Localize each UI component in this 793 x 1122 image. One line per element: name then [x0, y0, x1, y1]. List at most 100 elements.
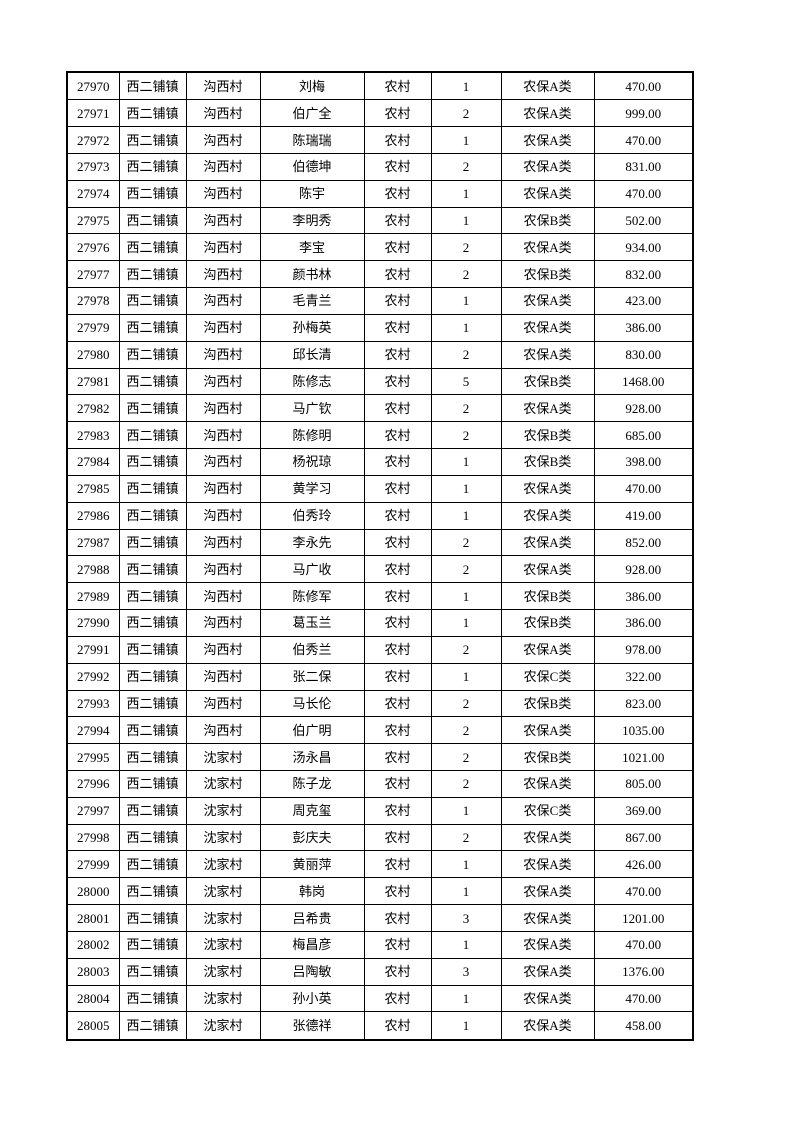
cell-residence: 农村	[363, 233, 432, 262]
table-row: 27992 西二铺镇 沟西村 张二保 农村 1 农保C类 322.00	[66, 662, 694, 691]
cell-amount: 685.00	[593, 421, 694, 450]
cell-amount: 1468.00	[593, 367, 694, 396]
cell-category: 农保B类	[500, 260, 595, 289]
cell-amount: 502.00	[593, 206, 694, 235]
cell-persons: 2	[430, 716, 502, 745]
cell-town: 西二铺镇	[118, 340, 187, 369]
cell-persons: 3	[430, 957, 502, 986]
cell-persons: 1	[430, 582, 502, 611]
cell-category: 农保A类	[500, 394, 595, 423]
table-row: 27993 西二铺镇 沟西村 马长伦 农村 2 农保B类 823.00	[66, 689, 694, 718]
cell-id: 27992	[66, 662, 120, 691]
cell-persons: 1	[430, 448, 502, 476]
cell-category: 农保A类	[500, 930, 595, 959]
cell-id: 27996	[66, 769, 120, 798]
cell-category: 农保A类	[500, 1011, 595, 1041]
table-row: 27973 西二铺镇 沟西村 伯德坤 农村 2 农保A类 831.00	[66, 152, 694, 181]
cell-amount: 1201.00	[593, 904, 694, 932]
cell-town: 西二铺镇	[118, 501, 187, 530]
table-row: 27975 西二铺镇 沟西村 李明秀 农村 1 农保B类 502.00	[66, 206, 694, 235]
cell-name: 李宝	[259, 233, 365, 262]
cell-name: 陈修军	[259, 582, 365, 611]
cell-amount: 832.00	[593, 260, 694, 289]
cell-id: 27981	[66, 367, 120, 396]
cell-category: 农保A类	[500, 877, 595, 906]
cell-persons: 1	[430, 984, 502, 1013]
cell-amount: 426.00	[593, 850, 694, 879]
cell-residence: 农村	[363, 421, 432, 450]
cell-residence: 农村	[363, 796, 432, 825]
cell-persons: 2	[430, 635, 502, 664]
cell-category: 农保A类	[500, 501, 595, 530]
cell-amount: 934.00	[593, 233, 694, 262]
cell-name: 汤永昌	[259, 743, 365, 771]
cell-category: 农保A类	[500, 287, 595, 315]
cell-name: 杨祝琼	[259, 448, 365, 476]
cell-category: 农保A类	[500, 474, 595, 503]
cell-name: 韩岗	[259, 877, 365, 906]
cell-village: 沟西村	[185, 501, 261, 530]
cell-persons: 2	[430, 260, 502, 289]
cell-town: 西二铺镇	[118, 233, 187, 262]
cell-residence: 农村	[363, 877, 432, 906]
cell-amount: 458.00	[593, 1011, 694, 1041]
cell-id: 27982	[66, 394, 120, 423]
cell-village: 沟西村	[185, 474, 261, 503]
cell-town: 西二铺镇	[118, 582, 187, 611]
cell-town: 西二铺镇	[118, 662, 187, 691]
cell-village: 沟西村	[185, 582, 261, 611]
table-row: 28000 西二铺镇 沈家村 韩岗 农村 1 农保A类 470.00	[66, 877, 694, 906]
table-row: 27991 西二铺镇 沟西村 伯秀兰 农村 2 农保A类 978.00	[66, 635, 694, 664]
table-body: 27970 西二铺镇 沟西村 刘梅 农村 1 农保A类 470.00 27971 西二铺镇 沟西村伯…	[66, 71, 694, 1041]
table-row: 28003 西二铺镇 沈家村 吕陶敏 农村 3 农保A类 1376.00	[66, 957, 694, 986]
cell-town: 西二铺镇	[118, 421, 187, 450]
table-row: 27974 西二铺镇 沟西村 陈宇 农村 1 农保A类 470.00	[66, 179, 694, 208]
cell-category: 农保B类	[500, 689, 595, 718]
table-row: 27970 西二铺镇 沟西村 刘梅 农村 1 农保A类 470.00	[66, 71, 694, 101]
cell-id: 28001	[66, 904, 120, 932]
cell-name: 陈瑞瑞	[259, 126, 365, 154]
cell-amount: 852.00	[593, 528, 694, 557]
cell-village: 沈家村	[185, 904, 261, 932]
cell-id: 27985	[66, 474, 120, 503]
cell-residence: 农村	[363, 260, 432, 289]
cell-id: 27989	[66, 582, 120, 611]
cell-amount: 1376.00	[593, 957, 694, 986]
cell-persons: 1	[430, 474, 502, 503]
cell-id: 27986	[66, 501, 120, 530]
cell-id: 27976	[66, 233, 120, 262]
cell-village: 沟西村	[185, 71, 261, 101]
cell-name: 颜书林	[259, 260, 365, 289]
cell-town: 西二铺镇	[118, 179, 187, 208]
table-row: 27983 西二铺镇 沟西村 陈修明 农村 2 农保B类 685.00	[66, 421, 694, 450]
cell-category: 农保B类	[500, 609, 595, 637]
cell-residence: 农村	[363, 957, 432, 986]
cell-category: 农保A类	[500, 555, 595, 584]
cell-id: 27994	[66, 716, 120, 745]
cell-town: 西二铺镇	[118, 796, 187, 825]
cell-persons: 1	[430, 313, 502, 342]
cell-village: 沟西村	[185, 126, 261, 154]
cell-persons: 1	[430, 930, 502, 959]
cell-amount: 423.00	[593, 287, 694, 315]
cell-id: 27984	[66, 448, 120, 476]
table-row: 27984 西二铺镇 沟西村 杨祝琼 农村 1 农保B类 398.00	[66, 448, 694, 476]
cell-residence: 农村	[363, 662, 432, 691]
cell-category: 农保B类	[500, 743, 595, 771]
cell-village: 沈家村	[185, 1011, 261, 1041]
cell-name: 马长伦	[259, 689, 365, 718]
cell-residence: 农村	[363, 501, 432, 530]
cell-residence: 农村	[363, 769, 432, 798]
cell-persons: 1	[430, 206, 502, 235]
cell-name: 伯广全	[259, 99, 365, 128]
cell-residence: 农村	[363, 448, 432, 476]
cell-village: 沟西村	[185, 179, 261, 208]
table-row: 27981 西二铺镇 沟西村 陈修志 农村 5 农保B类 1468.00	[66, 367, 694, 396]
cell-residence: 农村	[363, 528, 432, 557]
cell-village: 沟西村	[185, 421, 261, 450]
cell-town: 西二铺镇	[118, 448, 187, 476]
cell-name: 黄丽萍	[259, 850, 365, 879]
cell-village: 沟西村	[185, 689, 261, 718]
cell-town: 西二铺镇	[118, 555, 187, 584]
cell-id: 28003	[66, 957, 120, 986]
